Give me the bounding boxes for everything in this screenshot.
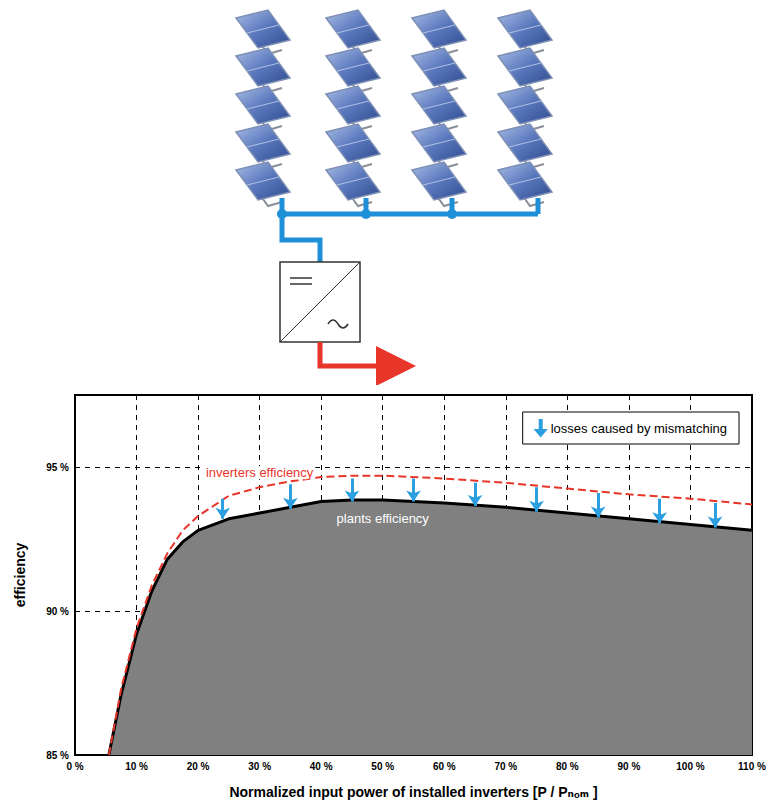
svg-text:plants efficiency: plants efficiency [337,511,430,526]
svg-text:40 %: 40 % [310,761,333,772]
svg-text:60 %: 60 % [433,761,456,772]
svg-text:Normalized input power of inst: Normalized input power of installed inve… [229,784,597,800]
svg-text:20 %: 20 % [187,761,210,772]
svg-text:0 %: 0 % [66,761,83,772]
svg-text:10 %: 10 % [125,761,148,772]
svg-text:efficiency: efficiency [12,542,28,607]
svg-text:30 %: 30 % [248,761,271,772]
svg-text:90 %: 90 % [618,761,641,772]
svg-text:50 %: 50 % [371,761,394,772]
svg-text:90 %: 90 % [46,606,69,617]
svg-text:85 %: 85 % [46,750,69,761]
svg-text:110 %: 110 % [738,761,766,772]
svg-text:losses caused by mismatching: losses caused by mismatching [551,421,727,436]
svg-text:95 %: 95 % [46,462,69,473]
svg-text:70 %: 70 % [494,761,517,772]
svg-text:inverters efficiency: inverters efficiency [206,465,314,480]
svg-text:80 %: 80 % [556,761,579,772]
svg-text:100 %: 100 % [676,761,704,772]
